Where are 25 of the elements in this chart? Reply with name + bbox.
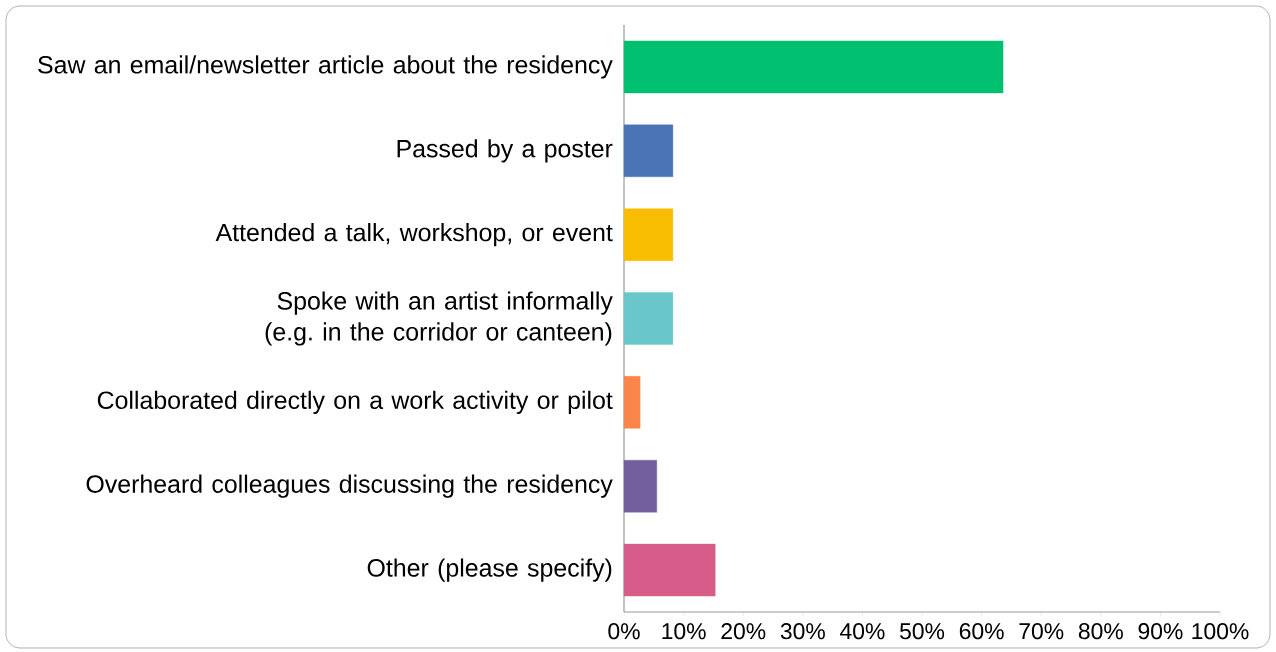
x-tick-label: 80% [1078,623,1123,640]
bar [623,376,641,429]
x-tick-label: 50% [900,623,945,640]
x-tick-label: 10% [662,623,706,640]
bar [623,208,674,261]
y-tick-label: Overheard colleagues discussing the residency [86,474,613,498]
bar [623,40,1004,94]
x-tick-label: 70% [1019,623,1064,640]
y-tick-label: Spoke with an artist informally (e.g. in the corridor or canteen) [265,291,613,346]
y-tick-label: Other (please specify) [367,558,612,582]
x-tick-label: 20% [721,623,766,640]
y-tick-label: Saw an email/newsletter article about the residency [38,55,613,79]
x-tick-label: 60% [959,623,1004,640]
y-tick-label: Passed by a poster [397,139,613,163]
bar [623,292,674,345]
x-tick-label: 40% [840,623,885,640]
bar [623,124,674,177]
x-tick-label: 100% [1192,623,1249,640]
bar [623,460,657,513]
x-tick-label: 90% [1138,623,1183,640]
x-tick-label: 30% [780,623,825,640]
bar [623,543,716,597]
x-tick-label: 0% [608,623,640,640]
y-tick-label: Attended a talk, workshop, or event [215,223,613,247]
y-tick-label: Collaborated directly on a work activity or pilot [97,390,613,414]
